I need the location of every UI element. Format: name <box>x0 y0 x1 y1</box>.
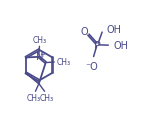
Text: N: N <box>36 52 43 61</box>
Text: CH₃: CH₃ <box>56 58 70 67</box>
Text: P: P <box>94 40 101 50</box>
Text: OH: OH <box>107 25 122 35</box>
Text: CH₃: CH₃ <box>32 36 46 45</box>
Text: +: + <box>39 51 45 57</box>
Text: CH₃: CH₃ <box>27 94 41 102</box>
Text: CH₃: CH₃ <box>39 94 53 102</box>
Text: O: O <box>81 27 88 37</box>
Text: OH: OH <box>114 41 129 51</box>
Text: ⁻O: ⁻O <box>86 61 98 71</box>
